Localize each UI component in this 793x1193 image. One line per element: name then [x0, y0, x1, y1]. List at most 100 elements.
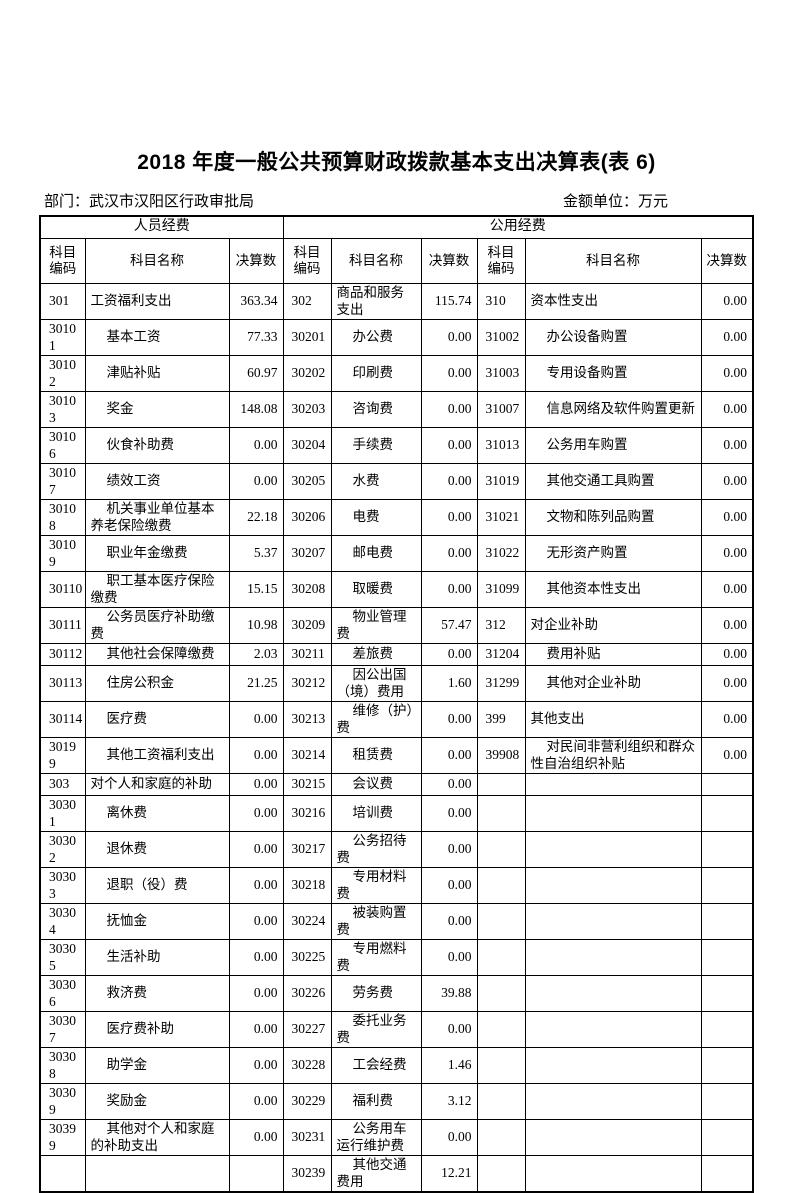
cell-subject-name: 文物和陈列品购置: [524, 499, 702, 536]
cell-final-amount: 0.00: [700, 737, 754, 774]
cell-final-amount: 1.46: [420, 1047, 478, 1084]
cell-subject-code: 312: [476, 607, 526, 644]
page-title: 2018 年度一般公共预算财政拨款基本支出决算表(表 6): [137, 151, 656, 174]
cell-subject-code: 30106: [39, 427, 86, 464]
table-row: 30309 奖励金 0.00 30229 福利费 3.12: [39, 1083, 754, 1120]
cell-subject-code: 31099: [476, 571, 526, 608]
cell-subject-name: 对民间非营利组织和群众性自治组织补贴: [524, 737, 702, 774]
cell-subject-code: [476, 773, 526, 796]
cell-subject-name: [524, 1155, 702, 1193]
cell-subject-name: 水费: [330, 463, 422, 500]
cell-subject-code: 301: [39, 283, 86, 320]
cell-final-amount: 0.00: [420, 1011, 478, 1048]
cell-subject-name: 维修（护）费: [330, 701, 422, 738]
amount-unit-label: 金额单位：: [562, 194, 638, 210]
cell-subject-code: 31002: [476, 319, 526, 356]
cell-final-amount: 0.00: [420, 355, 478, 392]
cell-final-amount: 3.12: [420, 1083, 478, 1120]
cell-final-amount: 148.08: [228, 391, 284, 428]
table-row: 30303 退职（役）费 0.00 30218 专用材料费 0.00: [39, 867, 754, 904]
table-row: 30101 基本工资 77.33 30201 办公费 0.00 31002 办公设备购置 0.0…: [39, 319, 754, 356]
cell-subject-name: 伙食补助费: [84, 427, 230, 464]
cell-final-amount: 0.00: [420, 571, 478, 608]
cell-final-amount: [700, 773, 754, 796]
table-row: 301 工资福利支出 363.34 302 商品和服务支出 115.74 310 资本性支出 0…: [39, 283, 754, 320]
meta-row: 部门：武汉市汉阳区行政审批局 金额单位：万元: [40, 193, 753, 211]
table-row: 30106 伙食补助费 0.00 30204 手续费 0.00 31013 公务用车购置 0.0…: [39, 427, 754, 464]
cell-subject-name: 其他工资福利支出: [84, 737, 230, 774]
cell-subject-name: 助学金: [84, 1047, 230, 1084]
cell-subject-name: 奖励金: [84, 1083, 230, 1120]
cell-subject-code: [476, 1155, 526, 1193]
cell-final-amount: [700, 939, 754, 976]
column-header-row: 科目编码 科目名称 决算数 科目编码 科目名称 决算数 科目编码 科目名称 决算…: [39, 238, 754, 284]
cell-final-amount: 0.00: [420, 737, 478, 774]
amount-unit-line: 金额单位：万元: [563, 193, 668, 211]
cell-subject-code: 30226: [282, 975, 332, 1012]
cell-subject-name: [524, 1011, 702, 1048]
cell-final-amount: 0.00: [420, 463, 478, 500]
department-label: 部门：: [44, 194, 90, 210]
cell-final-amount: 77.33: [228, 319, 284, 356]
cell-subject-code: [476, 1011, 526, 1048]
cell-subject-code: 30110: [39, 571, 86, 608]
cell-final-amount: 0.00: [228, 463, 284, 500]
cell-final-amount: [700, 975, 754, 1012]
cell-subject-name: 住房公积金: [84, 665, 230, 702]
cell-subject-name: 公务用车运行维护费: [330, 1119, 422, 1156]
cell-subject-name: 会议费: [330, 773, 422, 796]
cell-subject-name: 其他资本性支出: [524, 571, 702, 608]
cell-final-amount: 0.00: [420, 831, 478, 868]
cell-subject-code: 30102: [39, 355, 86, 392]
cell-subject-code: 30201: [282, 319, 332, 356]
cell-subject-name: 奖金: [84, 391, 230, 428]
cell-subject-code: 30212: [282, 665, 332, 702]
group-header-personnel-funds: 人员经费: [39, 215, 284, 239]
cell-final-amount: 0.00: [700, 427, 754, 464]
table-row: 30302 退休费 0.00 30217 公务招待费 0.00: [39, 831, 754, 868]
cell-final-amount: 363.34: [228, 283, 284, 320]
table-row: 303 对个人和家庭的补助 0.00 30215 会议费 0.00: [39, 773, 754, 796]
cell-subject-code: 30207: [282, 535, 332, 572]
cell-subject-code: [476, 903, 526, 940]
cell-subject-name: 救济费: [84, 975, 230, 1012]
cell-final-amount: 0.00: [420, 427, 478, 464]
cell-final-amount: [700, 1119, 754, 1156]
table-row: 30301 离休费 0.00 30216 培训费 0.00: [39, 795, 754, 832]
cell-subject-name: 工资福利支出: [84, 283, 230, 320]
cell-final-amount: 0.00: [420, 867, 478, 904]
cell-subject-name: 印刷费: [330, 355, 422, 392]
cell-subject-code: [476, 939, 526, 976]
cell-subject-name: 商品和服务支出: [330, 283, 422, 320]
cell-final-amount: [700, 1155, 754, 1193]
department-line: 部门：武汉市汉阳区行政审批局: [40, 193, 254, 211]
cell-subject-name: [524, 903, 702, 940]
table-row: 30113 住房公积金 21.25 30212 因公出国（境）费用 1.60 31299 其他…: [39, 665, 754, 702]
cell-subject-code: [476, 867, 526, 904]
cell-subject-name: 医疗费: [84, 701, 230, 738]
cell-subject-code: 30231: [282, 1119, 332, 1156]
cell-final-amount: 0.00: [228, 831, 284, 868]
table-row: 30304 抚恤金 0.00 30224 被装购置费 0.00: [39, 903, 754, 940]
cell-subject-name: 其他支出: [524, 701, 702, 738]
cell-subject-name: 工会经费: [330, 1047, 422, 1084]
amount-unit-value: 万元: [637, 194, 668, 210]
cell-subject-code: 30199: [39, 737, 86, 774]
cell-subject-code: 30306: [39, 975, 86, 1012]
cell-subject-name: [524, 939, 702, 976]
cell-subject-code: 30304: [39, 903, 86, 940]
cell-subject-name: 物业管理费: [330, 607, 422, 644]
cell-subject-code: 30214: [282, 737, 332, 774]
cell-subject-name: [524, 795, 702, 832]
cell-subject-name: 职业年金缴费: [84, 535, 230, 572]
cell-subject-code: 30302: [39, 831, 86, 868]
cell-final-amount: 0.00: [228, 975, 284, 1012]
cell-subject-code: 30228: [282, 1047, 332, 1084]
table-row: 30110 职工基本医疗保险缴费 15.15 30208 取暖费 0.00 31099 其他资…: [39, 571, 754, 608]
cell-subject-code: 30113: [39, 665, 86, 702]
cell-subject-code: 30107: [39, 463, 86, 500]
column-header-subject-name: 科目名称: [84, 238, 230, 284]
department-value: 武汉市汉阳区行政审批局: [89, 194, 255, 210]
table-row: 30306 救济费 0.00 30226 劳务费 39.88: [39, 975, 754, 1012]
cell-final-amount: 0.00: [700, 607, 754, 644]
